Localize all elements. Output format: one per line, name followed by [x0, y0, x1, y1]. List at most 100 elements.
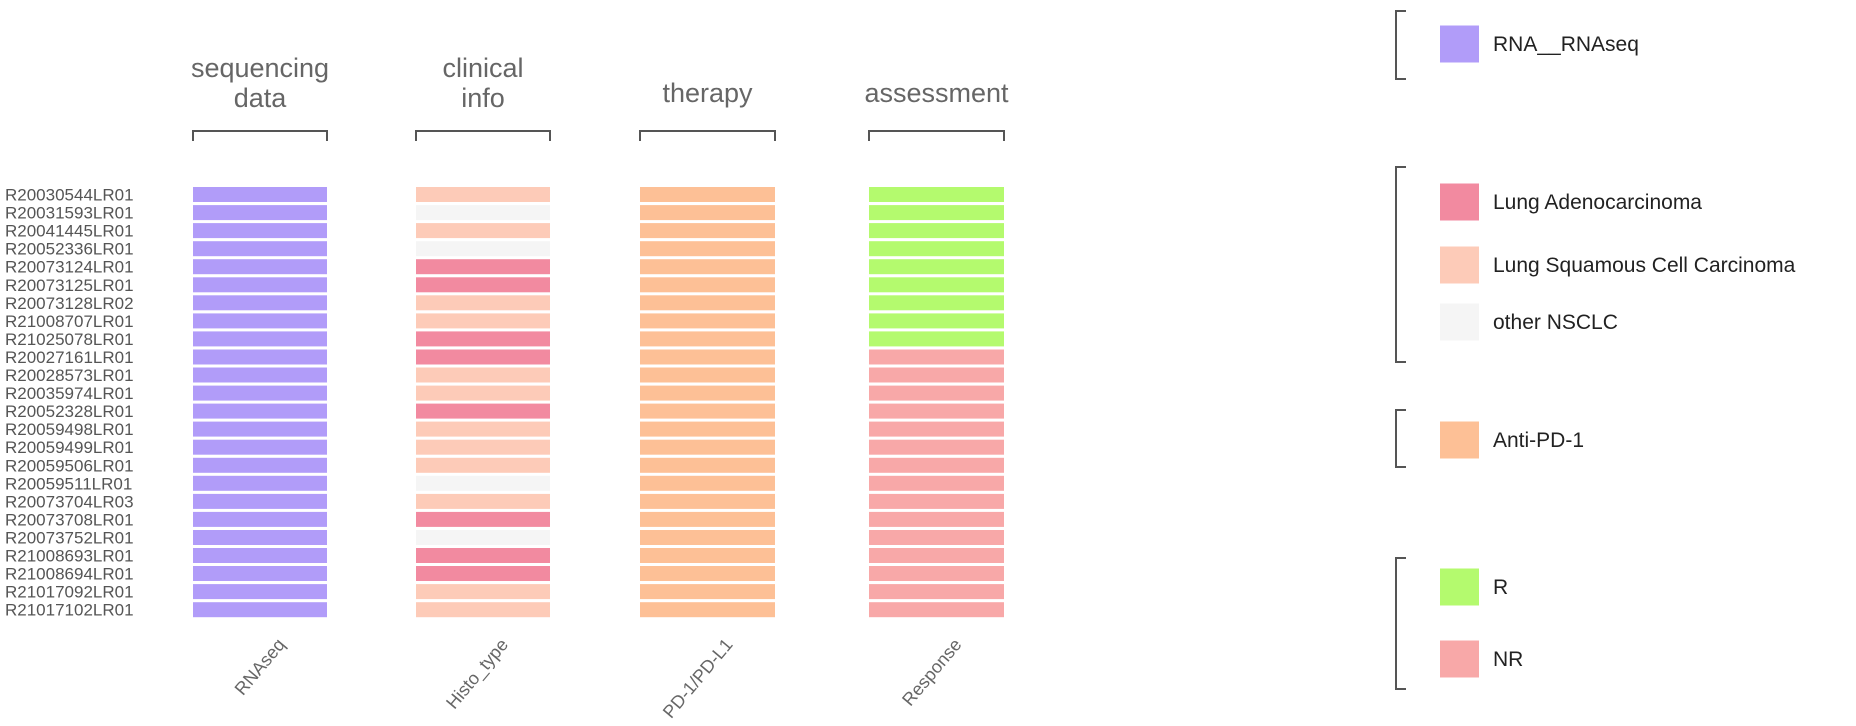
cell-response: [869, 421, 1004, 437]
cell-rnaseq: [193, 223, 327, 239]
cell-rnaseq: [193, 277, 327, 293]
cell-pd-1-pd-l1: [640, 439, 775, 455]
cell-pd-1-pd-l1: [640, 241, 775, 257]
cell-pd-1-pd-l1: [640, 493, 775, 509]
cell-pd-1-pd-l1: [640, 475, 775, 491]
cell-rnaseq: [193, 241, 327, 257]
cell-pd-1-pd-l1: [640, 205, 775, 221]
cell-rnaseq: [193, 403, 327, 419]
cell-rnaseq: [193, 457, 327, 473]
row-label: R20052336LR01: [5, 240, 134, 259]
row-label: R20073752LR01: [5, 528, 134, 547]
cell-rnaseq: [193, 530, 327, 545]
cell-rnaseq: [193, 439, 327, 455]
group-header-therapy: therapy: [662, 78, 753, 108]
cell-pd-1-pd-l1: [640, 367, 775, 383]
row-label: R20027161LR01: [5, 348, 134, 367]
legend-bracket-2: [1395, 409, 1406, 468]
row-label: R20073125LR01: [5, 276, 134, 295]
cell-histo-type: [416, 277, 550, 293]
cell-rnaseq: [193, 493, 327, 509]
legend-swatch-other-nsclc: [1440, 303, 1479, 341]
cell-rnaseq: [193, 295, 327, 311]
row-label: R21025078LR01: [5, 330, 134, 349]
legend-label-nr: NR: [1493, 648, 1523, 671]
cell-pd-1-pd-l1: [640, 530, 775, 545]
column-label-histo-type: Histo_type: [442, 635, 513, 714]
cell-response: [869, 223, 1004, 239]
cell-pd-1-pd-l1: [640, 584, 775, 600]
cell-histo-type: [416, 295, 550, 311]
cell-rnaseq: [193, 205, 327, 221]
legend-bracket-1: [1395, 166, 1406, 363]
cell-response: [869, 385, 1004, 401]
row-label: R21008707LR01: [5, 312, 134, 331]
row-label: R20052328LR01: [5, 402, 134, 421]
cell-response: [869, 277, 1004, 293]
cell-rnaseq: [193, 511, 327, 527]
cell-response: [869, 367, 1004, 383]
row-label: R21008694LR01: [5, 565, 134, 584]
row-label: R21008693LR01: [5, 547, 134, 566]
cell-pd-1-pd-l1: [640, 511, 775, 527]
legend-label-anti-pd-1: Anti-PD-1: [1493, 429, 1584, 452]
cell-response: [869, 584, 1004, 600]
cell-pd-1-pd-l1: [640, 602, 775, 618]
group-bracket-3: [868, 130, 1005, 141]
legend-label-r: R: [1493, 576, 1508, 599]
cell-histo-type: [416, 205, 550, 221]
cell-pd-1-pd-l1: [640, 548, 775, 563]
cell-response: [869, 511, 1004, 527]
cell-pd-1-pd-l1: [640, 295, 775, 311]
cell-response: [869, 205, 1004, 221]
cell-pd-1-pd-l1: [640, 403, 775, 419]
cell-pd-1-pd-l1: [640, 277, 775, 293]
cell-histo-type: [416, 511, 550, 527]
group-header-data: data: [234, 83, 288, 113]
cell-response: [869, 566, 1004, 581]
column-label-response: Response: [898, 635, 965, 710]
legend-swatch-lung-adenocarcinoma: [1440, 183, 1479, 221]
row-label: R20059499LR01: [5, 438, 134, 457]
cell-histo-type: [416, 349, 550, 365]
cell-response: [869, 475, 1004, 491]
cell-rnaseq: [193, 313, 327, 329]
cell-response: [869, 241, 1004, 257]
row-label: R21017102LR01: [5, 601, 134, 620]
cell-rnaseq: [193, 475, 327, 491]
cell-response: [869, 295, 1004, 311]
cell-response: [869, 457, 1004, 473]
row-label: R20028573LR01: [5, 366, 134, 385]
cell-histo-type: [416, 530, 550, 545]
group-header-clinical: clinical: [442, 53, 523, 83]
cell-response: [869, 493, 1004, 509]
row-label: R20041445LR01: [5, 222, 134, 241]
cell-histo-type: [416, 493, 550, 509]
cell-histo-type: [416, 187, 550, 202]
cell-rnaseq: [193, 602, 327, 618]
legend-label-lung-adenocarcinoma: Lung Adenocarcinoma: [1493, 191, 1702, 214]
cell-rnaseq: [193, 584, 327, 600]
cell-pd-1-pd-l1: [640, 385, 775, 401]
row-label: R20073704LR03: [5, 492, 134, 511]
cell-histo-type: [416, 475, 550, 491]
cell-histo-type: [416, 566, 550, 581]
group-bracket-2: [639, 130, 776, 141]
cell-histo-type: [416, 367, 550, 383]
row-label: R20035974LR01: [5, 384, 134, 403]
legend-swatch-r: [1440, 568, 1479, 606]
cell-response: [869, 331, 1004, 347]
cell-histo-type: [416, 548, 550, 563]
cell-response: [869, 403, 1004, 419]
row-label: R20031593LR01: [5, 204, 134, 223]
legend-label-other-nsclc: other NSCLC: [1493, 311, 1618, 334]
group-header-info: info: [461, 83, 505, 113]
cell-pd-1-pd-l1: [640, 187, 775, 202]
cell-pd-1-pd-l1: [640, 259, 775, 275]
cell-histo-type: [416, 259, 550, 275]
row-label: R20030544LR01: [5, 186, 134, 205]
legend-swatch-nr: [1440, 640, 1479, 678]
row-label: R21017092LR01: [5, 583, 134, 602]
cell-pd-1-pd-l1: [640, 349, 775, 365]
row-label: R20073708LR01: [5, 510, 134, 529]
